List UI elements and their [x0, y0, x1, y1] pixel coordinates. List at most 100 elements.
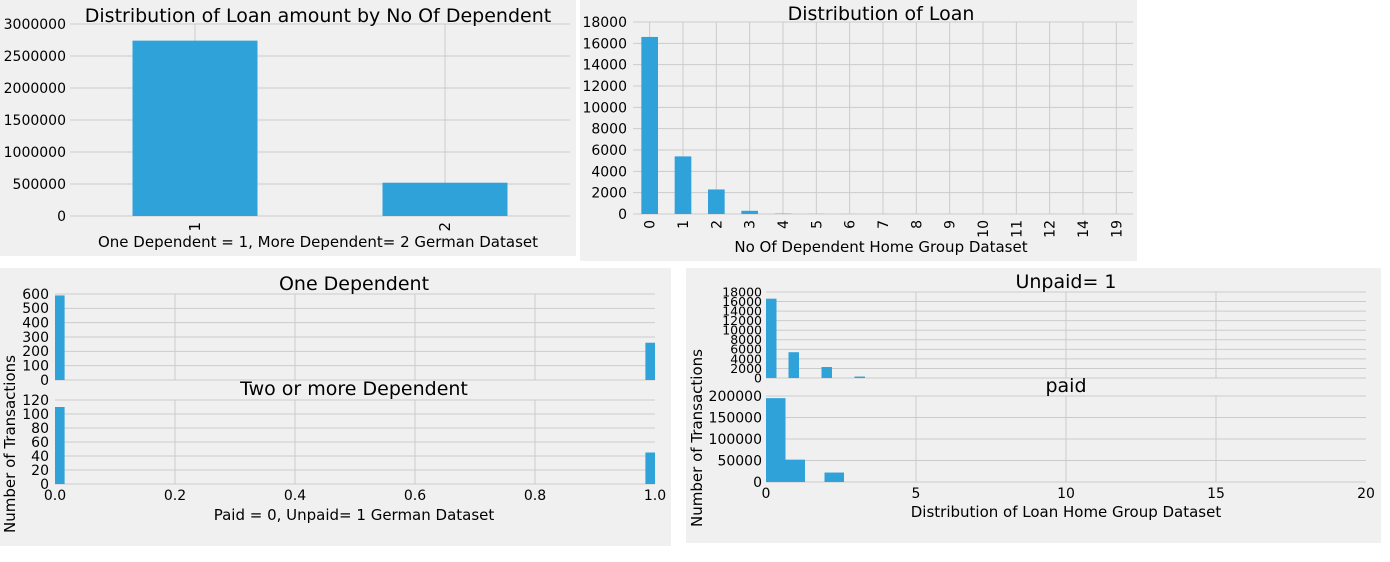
- y-tick-label: 100: [22, 359, 49, 375]
- chart-panel-distribution-of-loan: 0 2000 4000 6000 8000 10000 12000 14000 16000 180…: [580, 0, 1137, 261]
- y-tick-label: 200: [22, 344, 49, 360]
- x-tick-label: 0.8: [524, 488, 546, 504]
- y-tick-label: 18000: [722, 284, 762, 299]
- histogram-bar: [788, 352, 799, 378]
- y-tick-label: 100: [22, 407, 49, 423]
- y-tick-label: 12000: [582, 79, 627, 95]
- bar-0: [641, 36, 658, 214]
- x-tick-label: 0.0: [44, 488, 66, 504]
- y-tick-label: 300: [22, 330, 49, 346]
- y-tick-label: 2000: [591, 186, 627, 202]
- histogram-bar: [645, 452, 655, 484]
- x-axis-label: One Dependent = 1, More Dependent= 2 Ger…: [98, 233, 538, 251]
- y-tick-label: 60: [31, 435, 49, 451]
- subplot-title: paid: [1045, 375, 1086, 397]
- x-tick-label: 2: [709, 220, 725, 229]
- chart-panel-home-group: Number of Transactions 0 2000 4000 6000 8000…: [686, 268, 1381, 543]
- y-tick-label: 400: [22, 316, 49, 332]
- y-tick-label: 0: [40, 373, 49, 389]
- x-tick-label: 1: [186, 222, 204, 232]
- y-tick-label: 200000: [709, 389, 762, 405]
- histogram-bar: [55, 295, 65, 380]
- histogram-bar: [766, 398, 786, 482]
- y-tick-label: 4000: [730, 351, 762, 366]
- x-tick-label: 2: [436, 222, 454, 232]
- y-tick-label: 0: [618, 207, 627, 223]
- chart-title: Distribution of Loan amount by No Of Dep…: [85, 5, 551, 27]
- x-tick-label: 14: [1076, 220, 1092, 238]
- y-tick-label: 14000: [722, 303, 762, 318]
- y-tick-label: 0: [754, 370, 762, 385]
- x-tick-label: 4: [776, 220, 792, 229]
- x-tick-label: 6: [843, 220, 859, 229]
- chart-loan-by-dependent: 0 500000 1000000 1500000 2000000 2500000 30000…: [4, 5, 570, 251]
- y-tick-label: 6000: [591, 143, 627, 159]
- y-tick-label: 3000000: [4, 17, 66, 33]
- x-tick-label: 0: [643, 220, 659, 229]
- x-tick-label: 0.6: [404, 488, 426, 504]
- y-tick-label: 600: [22, 287, 49, 303]
- histogram-bar: [821, 367, 832, 378]
- y-tick-label: 8000: [730, 332, 762, 347]
- histogram-bar: [55, 407, 65, 484]
- histogram-bar: [824, 472, 844, 482]
- y-tick-label: 40: [31, 449, 49, 465]
- y-tick-label: 50000: [717, 453, 762, 469]
- x-tick-label: 1.0: [644, 488, 666, 504]
- subplot-title: Two or more Dependent: [239, 378, 468, 400]
- y-tick-label: 500000: [13, 177, 66, 193]
- histogram-bar: [645, 342, 655, 380]
- y-tick-label: 14000: [582, 58, 627, 74]
- y-tick-label: 80: [31, 421, 49, 437]
- chart-title: Distribution of Loan: [788, 3, 975, 25]
- x-tick-label: 1: [676, 220, 692, 229]
- y-tick-label: 150000: [709, 410, 762, 426]
- y-tick-label: 1000000: [4, 145, 66, 161]
- bar-3: [741, 210, 758, 214]
- x-tick-label: 12: [1043, 220, 1059, 238]
- y-tick-label: 2500000: [4, 49, 66, 65]
- y-tick-label: 12000: [722, 313, 762, 328]
- subplot-title: Unpaid= 1: [1015, 271, 1116, 293]
- x-tick-label: 0.4: [284, 488, 306, 504]
- y-tick-label: 0: [753, 475, 762, 491]
- y-tick-label: 100000: [709, 432, 762, 448]
- y-tick-label: 8000: [591, 122, 627, 138]
- histogram-bar: [785, 459, 805, 482]
- x-tick-label: 3: [743, 220, 759, 229]
- y-tick-label: 16000: [722, 294, 762, 309]
- y-tick-label: 0: [57, 209, 66, 225]
- y-tick-label: 0: [40, 477, 49, 493]
- y-tick-label: 10000: [582, 100, 627, 116]
- chart-home-group: Number of Transactions 02000400060008000…: [688, 271, 1375, 527]
- y-tick-label: 18000: [582, 15, 627, 31]
- x-axis-label: Distribution of Loan Home Group Dataset: [911, 503, 1222, 521]
- y-tick-label: 120: [22, 393, 49, 409]
- bar-2: [708, 189, 725, 214]
- y-tick-label: 16000: [582, 36, 627, 52]
- x-tick-label: 9: [943, 220, 959, 229]
- x-tick-label: 5: [912, 486, 921, 502]
- x-tick-label: 20: [1357, 486, 1375, 502]
- x-tick-label: 10: [1057, 486, 1075, 502]
- right-shared-ylabel: Number of Transactions: [688, 349, 706, 527]
- x-tick-label: 7: [876, 220, 892, 229]
- y-tick-label: 10000: [722, 323, 762, 338]
- x-tick-label: 5: [809, 220, 825, 229]
- y-tick-label: 1500000: [4, 113, 66, 129]
- y-tick-label: 20: [31, 463, 49, 479]
- y-tick-label: 6000: [730, 342, 762, 357]
- chart-distribution-of-loan: 0 2000 4000 6000 8000 10000 12000 14000 16000 180…: [582, 3, 1133, 256]
- y-tick-label: 4000: [591, 164, 627, 180]
- x-tick-label: 0.2: [164, 488, 186, 504]
- x-tick-label: 0: [762, 486, 771, 502]
- histogram-bar: [854, 376, 865, 378]
- chart-panel-german-dependents: Number of Transactions 0 100 200 300 400 500 6…: [0, 268, 671, 546]
- chart-german-dependents: Number of Transactions 01002003004005006…: [1, 273, 666, 533]
- bar-1: [132, 40, 258, 216]
- subplot-title: One Dependent: [279, 273, 429, 295]
- x-tick-label: 19: [1109, 220, 1125, 238]
- x-tick-label: 15: [1207, 486, 1225, 502]
- bar-1: [674, 156, 692, 214]
- left-shared-ylabel: Number of Transactions: [1, 355, 19, 533]
